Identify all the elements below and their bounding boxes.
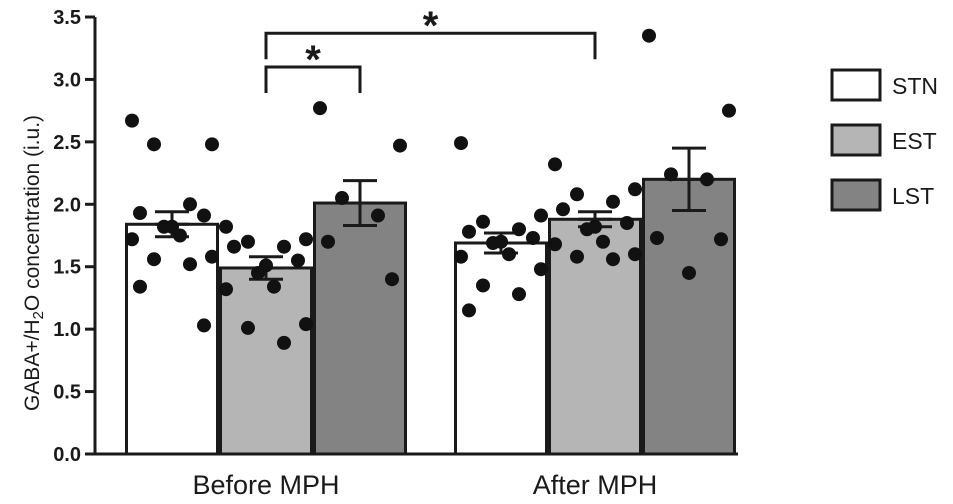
data-point-stn: [147, 137, 161, 152]
bar-est: [219, 266, 313, 456]
data-point-lst: [722, 103, 736, 118]
significance-bracket: [264, 31, 597, 60]
x-category-label: After MPH: [533, 470, 658, 500]
legend-swatch-est: [830, 123, 882, 157]
data-point-stn: [512, 222, 526, 237]
data-point-lst: [642, 28, 656, 43]
data-point-est: [299, 317, 313, 332]
data-point-stn: [534, 208, 548, 223]
data-point-est: [570, 187, 584, 202]
y-tick-label: 3.5: [53, 7, 81, 29]
y-tick-label: 0.5: [53, 382, 81, 404]
significance-bracket: [264, 65, 362, 93]
data-point-est: [596, 234, 610, 249]
data-point-est: [606, 194, 620, 209]
data-point-lst: [321, 234, 335, 249]
plot-area: 0.0 0.5 1.0 1.5 2.0 2.5 3.0 3.5 Before MPH After …: [53, 4, 738, 500]
data-point-stn: [183, 257, 197, 272]
legend-swatch-lst: [830, 178, 882, 212]
data-point-lst: [335, 191, 349, 206]
data-point-stn: [125, 113, 139, 128]
data-point-stn: [197, 318, 211, 333]
data-point-lst: [700, 172, 714, 187]
data-point-stn: [454, 249, 468, 264]
data-point-est: [219, 219, 233, 234]
data-point-est: [241, 320, 255, 335]
data-point-lst: [682, 265, 696, 280]
legend-label-lst: LST: [892, 183, 934, 209]
bar-stn: [454, 241, 548, 456]
data-point-stn: [512, 287, 526, 302]
data-point-stn: [476, 214, 490, 229]
data-point-lst: [664, 167, 678, 182]
data-point-lst: [714, 232, 728, 247]
data-point-stn: [197, 208, 211, 223]
data-point-est: [241, 234, 255, 249]
y-axis-label: GABA+/H2O concentration (i.u.): [21, 115, 47, 411]
data-point-est: [628, 247, 642, 262]
data-point-est: [277, 239, 291, 254]
data-point-est: [219, 282, 233, 297]
svg-text:GABA+/H2O concentration (i.u.: GABA+/H2O concentration (i.u.): [21, 115, 47, 411]
bar-lst: [642, 177, 736, 456]
data-point-est: [227, 239, 241, 254]
data-point-stn: [125, 232, 139, 247]
data-point-stn: [133, 206, 147, 221]
data-point-stn: [462, 224, 476, 239]
y-tick-label: 2.0: [53, 194, 81, 216]
data-point-est: [570, 249, 584, 264]
data-point-stn: [183, 197, 197, 212]
legend-swatch-stn: [830, 68, 882, 102]
data-point-est: [277, 335, 291, 350]
data-point-est: [299, 232, 313, 247]
significance-label: *: [423, 4, 439, 48]
data-point-stn: [147, 252, 161, 267]
y-axis-label-subscript: 2: [30, 311, 47, 319]
data-point-est: [620, 216, 634, 231]
data-point-stn: [462, 303, 476, 318]
bar-stn: [125, 222, 219, 456]
data-point-lst: [371, 208, 385, 223]
data-point-stn: [476, 278, 490, 293]
data-point-stn: [205, 137, 219, 152]
x-category-label: Before MPH: [192, 470, 339, 500]
data-point-est: [267, 279, 281, 294]
data-point-est: [251, 265, 265, 280]
data-point-stn: [454, 136, 468, 151]
legend-label-est: EST: [892, 128, 937, 154]
y-axis-label-part-1: GABA+/H: [21, 319, 44, 411]
data-point-est: [580, 222, 594, 237]
y-tick-label: 0.0: [53, 444, 81, 466]
data-point-stn: [526, 230, 540, 245]
bar-est: [548, 217, 642, 456]
legend: STN EST LST: [830, 68, 938, 212]
data-point-stn: [534, 262, 548, 277]
data-point-est: [628, 182, 642, 197]
data-point-est: [548, 237, 562, 252]
data-point-stn: [486, 235, 500, 250]
y-axis-label-part-2: O concentration (i.u.): [21, 115, 44, 311]
y-tick-label: 3.0: [53, 69, 81, 91]
data-point-est: [291, 253, 305, 268]
y-tick-label: 1.5: [53, 257, 81, 279]
significance-label: *: [305, 38, 321, 82]
legend-label-stn: STN: [892, 73, 938, 99]
data-point-est: [606, 252, 620, 267]
data-point-lst: [393, 138, 407, 153]
data-point-stn: [157, 219, 171, 234]
data-point-stn: [173, 228, 187, 243]
data-point-est: [556, 202, 570, 217]
data-point-est: [548, 157, 562, 172]
data-point-lst: [650, 230, 664, 245]
data-point-lst: [313, 101, 327, 116]
data-point-lst: [385, 272, 399, 287]
data-point-stn: [205, 249, 219, 264]
y-tick-label: 1.0: [53, 319, 81, 341]
data-point-stn: [502, 247, 516, 262]
y-tick-label: 2.5: [53, 132, 81, 154]
data-point-stn: [133, 279, 147, 294]
